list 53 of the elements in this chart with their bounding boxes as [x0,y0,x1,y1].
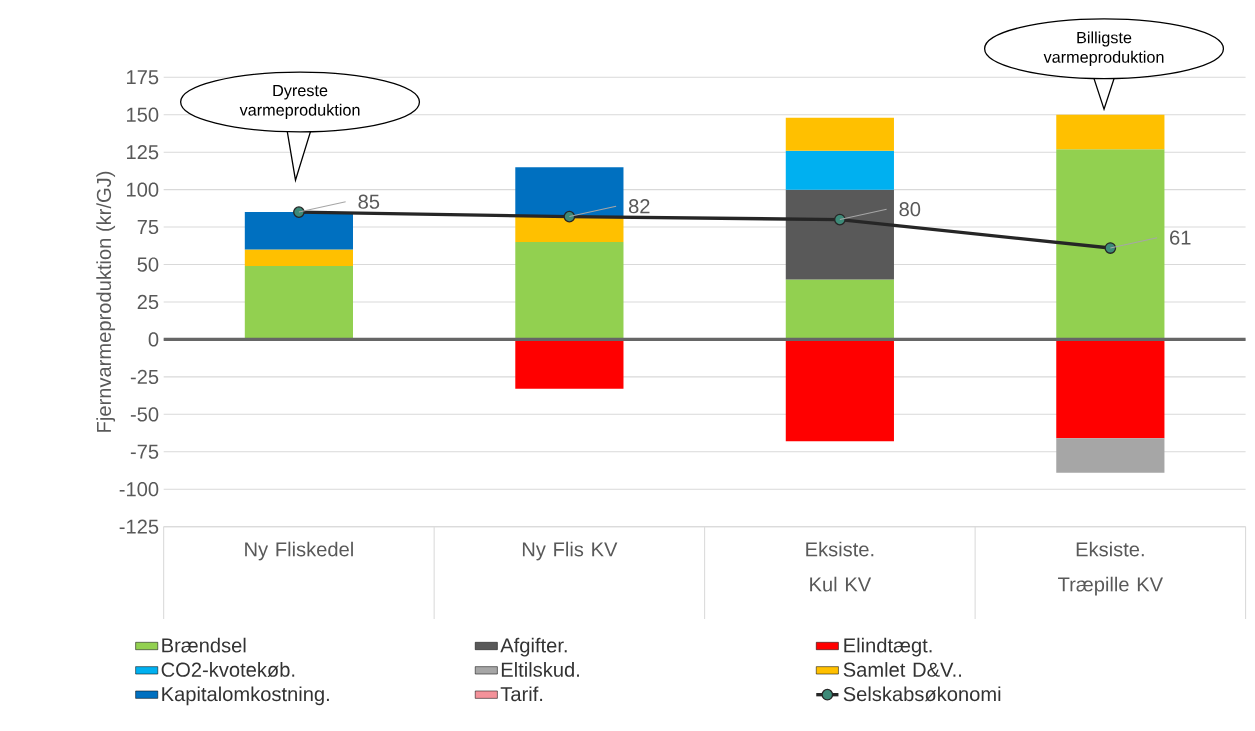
annotation: Dyreste varmeproduktion [239,85,360,120]
y-tick-label: 0 [148,332,159,347]
data-label: 80 [899,202,921,217]
y-tick-label: -25 [130,369,159,385]
bar [785,117,894,151]
data-label: 61 [1170,230,1191,245]
bar [1056,339,1165,439]
legend-label: Elindtægt. [844,637,932,657]
bar [515,167,624,217]
x-tick-label: Ny Fliskedel [245,541,353,561]
y-tick-label: 100 [127,182,159,197]
bar [515,216,624,243]
bar [1056,438,1165,473]
y-tick-label: 150 [127,107,159,123]
legend-label: CO2-kvotekøb. [161,662,295,678]
bar [785,279,894,340]
bar [244,212,353,250]
y-tick-label: 75 [137,220,159,235]
x-tick-label: Eksiste. Kul KV [806,541,874,592]
bar [244,249,353,267]
bar [785,150,894,190]
bar [785,189,894,280]
y-tick-label: -100 [119,482,159,497]
y-tick-label: 50 [137,257,159,272]
x-tick-label: Ny Flis KV [522,541,618,561]
legend-label: Eltilskud. [501,662,579,678]
y-tick-label: 175 [127,70,159,85]
point [293,206,305,219]
x-tick-label: Eksiste. Træpille KV [1058,541,1164,596]
legend-label: Tarif. [500,686,543,702]
text: Billigste varmeproduktion [1043,31,1164,67]
y-tick-label: -125 [119,519,159,535]
bar [785,339,894,442]
legend-label: Kapitalomkostning. [162,686,329,706]
data-label: 85 [358,194,380,210]
data-label: 82 [628,199,650,214]
y-tick-label: -75 [130,444,159,460]
point [563,210,576,223]
legend-label: Brændsel [162,637,246,653]
bar [515,242,624,340]
bar [1056,149,1165,340]
legend-label: Afgifter. [500,637,567,657]
y-tick-label: 125 [127,145,159,160]
point [834,213,846,226]
y-tick-label: 25 [137,295,159,310]
bar [244,266,353,340]
point [1104,242,1117,255]
y-axis-title: Fjernvarmeproduktion (kr/GJ) [96,172,116,432]
bar [1056,114,1165,150]
bar [515,339,624,390]
legend-label: Samlet D&V.. [843,662,961,678]
legend-label: Selskabsøkonomi [843,686,1001,702]
y-tick-label: -50 [130,407,159,422]
